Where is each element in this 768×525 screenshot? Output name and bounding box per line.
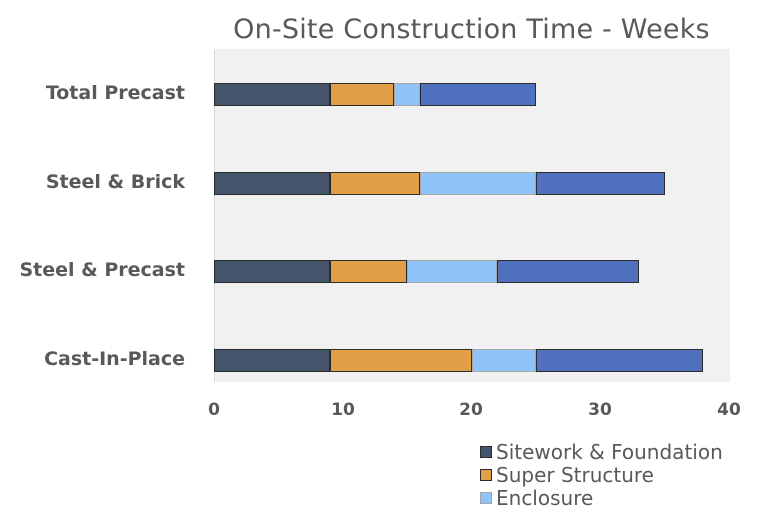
stacked-bar <box>214 172 665 195</box>
legend-item: Super Structure <box>480 462 723 487</box>
bar-segment <box>535 172 665 195</box>
bar-segment <box>497 260 639 283</box>
legend: Sitework & Foundation Super Structure En… <box>480 439 723 510</box>
x-tick: 30 <box>588 400 612 420</box>
bar-segment <box>214 349 330 372</box>
bar-segment <box>471 349 536 372</box>
legend-swatch <box>480 445 492 458</box>
bar-segment <box>329 83 395 106</box>
bar-segment <box>214 172 330 195</box>
x-tick: 20 <box>459 400 483 420</box>
category-label: Total Precast <box>45 82 185 104</box>
legend-label: Sitework & Foundation <box>496 439 723 464</box>
bar-segment <box>329 260 408 283</box>
bar-segment <box>329 172 420 195</box>
bar-segment <box>535 349 704 372</box>
legend-item: Sitework & Foundation <box>480 439 723 464</box>
stacked-bar <box>214 83 536 106</box>
bar-segment <box>407 260 498 283</box>
legend-item: Enclosure <box>480 485 723 510</box>
bar-segment <box>394 83 420 106</box>
x-tick: 0 <box>208 400 220 420</box>
stacked-bar <box>214 260 639 283</box>
legend-swatch <box>480 491 492 504</box>
legend-swatch <box>480 468 492 481</box>
bar-segment <box>214 83 330 106</box>
x-tick: 40 <box>717 400 741 420</box>
chart-title: On-Site Construction Time - Weeks <box>233 14 710 45</box>
x-tick: 10 <box>331 400 355 420</box>
bar-segment <box>420 83 536 106</box>
legend-label: Super Structure <box>496 462 654 487</box>
category-label: Steel & Precast <box>19 259 185 281</box>
bar-segment <box>329 349 472 372</box>
legend-label: Enclosure <box>496 485 594 510</box>
bar-segment <box>420 172 536 195</box>
category-label: Steel & Brick <box>45 171 185 193</box>
stacked-bar <box>214 349 704 372</box>
bar-segment <box>214 260 330 283</box>
category-label: Cast-In-Place <box>44 348 185 370</box>
